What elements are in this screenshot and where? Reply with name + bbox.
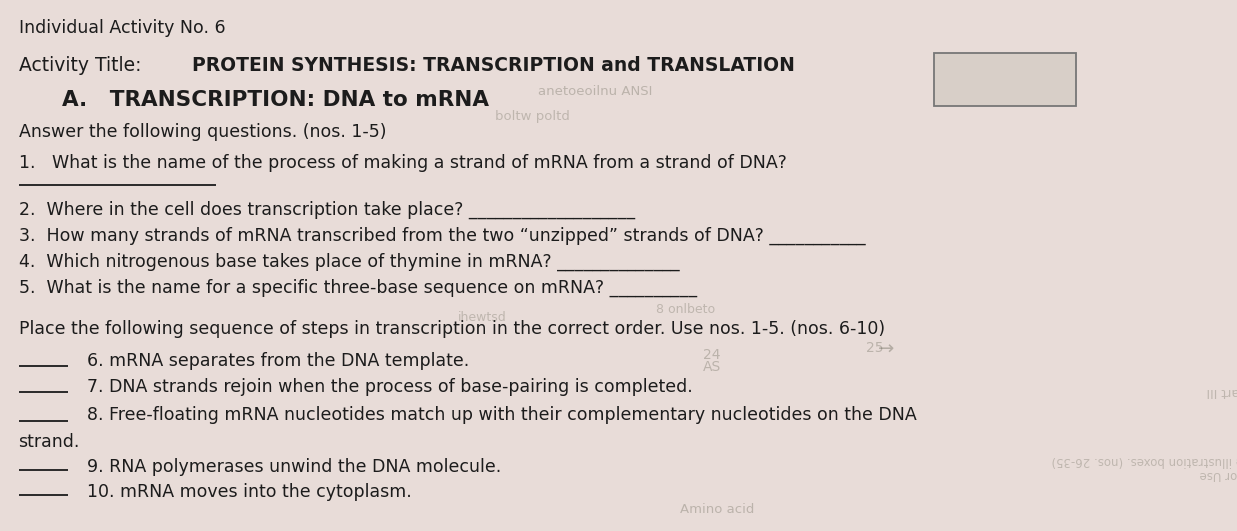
Text: 5.  What is the name for a specific three-base sequence on mRNA? __________: 5. What is the name for a specific three… bbox=[19, 279, 696, 297]
Text: Activity Title:: Activity Title: bbox=[19, 56, 147, 75]
FancyBboxPatch shape bbox=[934, 53, 1076, 106]
Text: anetoeoilnu ANSI: anetoeoilnu ANSI bbox=[538, 85, 652, 98]
Text: 4.  Which nitrogenous base takes place of thymine in mRNA? ______________: 4. Which nitrogenous base takes place of… bbox=[19, 253, 679, 271]
Text: →: → bbox=[878, 340, 894, 359]
Text: 25: 25 bbox=[866, 341, 883, 355]
Text: Individual Activity No. 6: Individual Activity No. 6 bbox=[19, 19, 225, 37]
Text: Place the correct item in the illustration boxes. (nos. 26-35): Place the correct item in the illustrati… bbox=[1051, 454, 1237, 467]
Text: strand.: strand. bbox=[19, 433, 80, 451]
Text: 3.  How many strands of mRNA transcribed from the two “unzipped” strands of DNA?: 3. How many strands of mRNA transcribed … bbox=[19, 227, 865, 245]
Text: 7. DNA strands rejoin when the process of base-pairing is completed.: 7. DNA strands rejoin when the process o… bbox=[87, 378, 693, 396]
Text: 6. mRNA separates from the DNA template.: 6. mRNA separates from the DNA template. bbox=[87, 352, 469, 370]
Text: ihewtsd: ihewtsd bbox=[458, 311, 506, 323]
Text: AS: AS bbox=[703, 360, 721, 374]
Text: 24: 24 bbox=[703, 348, 720, 362]
Text: 8 onlbeto: 8 onlbeto bbox=[656, 303, 715, 315]
Text: D.  PROTEIN SYNTHESIS (Part III: D. PROTEIN SYNTHESIS (Part III bbox=[1206, 385, 1237, 398]
Text: 1.   What is the name of the process of making a strand of mRNA from a strand of: 1. What is the name of the process of ma… bbox=[19, 154, 787, 172]
Text: Amino acid: Amino acid bbox=[680, 503, 755, 516]
Text: Label for Use: Label for Use bbox=[1200, 468, 1237, 481]
Text: 10. mRNA moves into the cytoplasm.: 10. mRNA moves into the cytoplasm. bbox=[87, 483, 412, 501]
Text: boltw poltd: boltw poltd bbox=[495, 110, 570, 123]
Text: Answer the following questions. (nos. 1-5): Answer the following questions. (nos. 1-… bbox=[19, 123, 386, 141]
Text: PROTEIN SYNTHESIS: TRANSCRIPTION and TRANSLATION: PROTEIN SYNTHESIS: TRANSCRIPTION and TRA… bbox=[192, 56, 794, 75]
Text: 8. Free-floating mRNA nucleotides match up with their complementary nucleotides : 8. Free-floating mRNA nucleotides match … bbox=[87, 406, 917, 424]
Text: 2.  Where in the cell does transcription take place? ___________________: 2. Where in the cell does transcription … bbox=[19, 201, 635, 219]
Text: Place the following sequence of steps in transcription in the correct order. Use: Place the following sequence of steps in… bbox=[19, 320, 884, 338]
Text: A.   TRANSCRIPTION: DNA to mRNA: A. TRANSCRIPTION: DNA to mRNA bbox=[62, 90, 489, 110]
Text: 9. RNA polymerases unwind the DNA molecule.: 9. RNA polymerases unwind the DNA molecu… bbox=[87, 458, 501, 476]
